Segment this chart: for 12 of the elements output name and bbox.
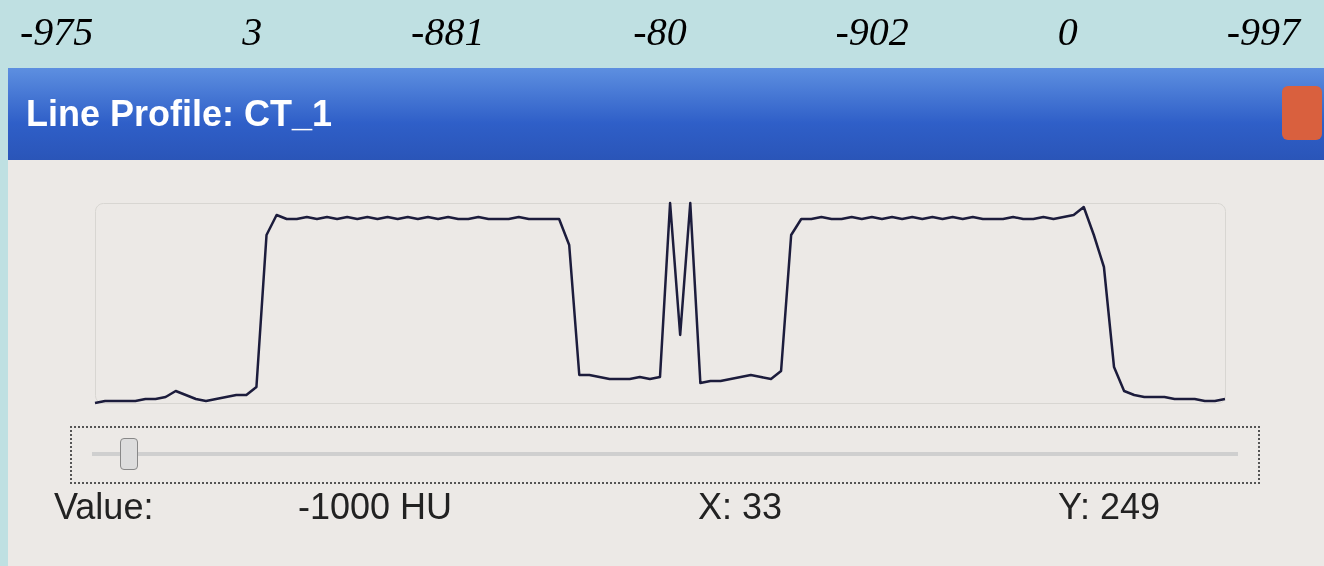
- text: -80: [633, 8, 687, 56]
- text: -1000 HU: [298, 486, 453, 528]
- text: 0: [1057, 8, 1078, 56]
- chart-title: Line Profile: CT_1: [8, 68, 1324, 160]
- text: -902: [835, 8, 909, 56]
- text: X: 33: [698, 486, 783, 528]
- text: -881: [411, 8, 485, 56]
- text: Y: 249: [1058, 486, 1161, 528]
- text: 3: [242, 8, 263, 56]
- text: Value:: [54, 486, 154, 528]
- text: -997: [1226, 8, 1300, 56]
- text: -975: [20, 8, 94, 56]
